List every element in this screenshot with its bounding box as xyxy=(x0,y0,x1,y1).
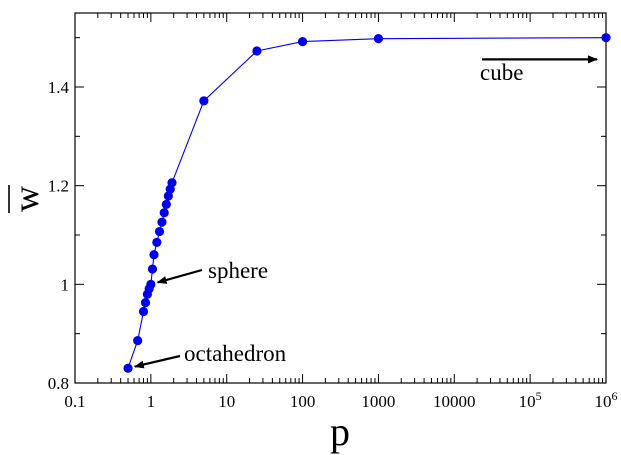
data-series xyxy=(123,33,611,373)
data-point xyxy=(133,335,143,346)
x-tick-label: 0.1 xyxy=(64,392,85,411)
x-tick-label: 1000 xyxy=(361,392,395,411)
y-axis-label-group: w xyxy=(6,185,46,213)
y-tick-label: 0.8 xyxy=(48,374,69,393)
y-tick-label: 1 xyxy=(61,275,70,294)
data-point xyxy=(252,46,262,56)
data-point xyxy=(152,237,162,247)
data-point xyxy=(138,306,149,317)
data-point xyxy=(154,226,165,237)
data-point xyxy=(157,217,167,227)
annotation-arrow-sphere xyxy=(156,268,203,284)
series-line xyxy=(127,37,607,369)
x-tick-label: 100 xyxy=(290,392,316,411)
y-axis-label: w xyxy=(6,186,46,212)
x-axis-ticks: 0.1 1 10 100 1000 10000 105 106 xyxy=(64,13,618,411)
x-axis-label: p xyxy=(330,409,350,454)
annotation-arrow-octahedron xyxy=(133,354,181,369)
data-point xyxy=(167,178,177,188)
data-point xyxy=(146,279,156,289)
data-point xyxy=(163,191,173,201)
data-point xyxy=(601,33,611,43)
x-tick-label: 105 xyxy=(519,389,542,411)
annotation-label-sphere: sphere xyxy=(208,258,268,283)
y-tick-label: 1.4 xyxy=(48,78,70,97)
data-point xyxy=(140,297,151,308)
y-axis-ticks: 0.8 1 1.2 1.4 xyxy=(48,37,606,393)
x-tick-label: 1 xyxy=(147,392,156,411)
plot-frame xyxy=(74,12,607,384)
data-point xyxy=(161,199,171,210)
data-point xyxy=(373,34,384,44)
data-point xyxy=(199,96,209,106)
annotations: cube sphere octahedron xyxy=(133,55,598,369)
data-point xyxy=(297,37,308,47)
annotation-label-cube: cube xyxy=(480,60,523,85)
data-point xyxy=(149,250,159,260)
annotation-label-octahedron: octahedron xyxy=(184,341,287,366)
x-tick-label: 106 xyxy=(595,389,618,411)
data-point xyxy=(123,363,133,373)
x-tick-label: 10000 xyxy=(433,392,476,411)
data-point xyxy=(147,264,158,274)
data-point xyxy=(159,208,169,218)
x-tick-label: 10 xyxy=(218,392,235,411)
y-tick-label: 1.2 xyxy=(48,177,69,196)
